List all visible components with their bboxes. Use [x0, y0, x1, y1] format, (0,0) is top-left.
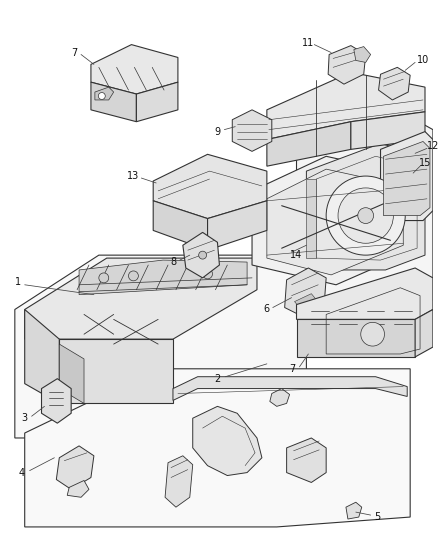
Text: 6: 6 — [264, 304, 270, 314]
Text: 3: 3 — [21, 413, 28, 423]
Polygon shape — [153, 201, 208, 250]
Polygon shape — [307, 179, 316, 258]
Polygon shape — [297, 120, 433, 310]
Polygon shape — [165, 456, 193, 507]
Circle shape — [199, 251, 207, 259]
Circle shape — [128, 271, 138, 281]
Polygon shape — [42, 378, 71, 423]
Polygon shape — [25, 310, 59, 403]
Polygon shape — [346, 502, 362, 519]
Polygon shape — [91, 82, 136, 122]
Circle shape — [361, 322, 385, 346]
Polygon shape — [183, 232, 219, 278]
Polygon shape — [285, 268, 326, 317]
Text: 13: 13 — [127, 171, 140, 181]
Polygon shape — [25, 369, 410, 527]
Polygon shape — [136, 82, 178, 122]
Text: 1: 1 — [15, 277, 21, 287]
Polygon shape — [252, 156, 415, 285]
Polygon shape — [193, 406, 262, 475]
Text: 7: 7 — [71, 47, 77, 58]
Circle shape — [203, 269, 212, 279]
Text: 14: 14 — [290, 250, 303, 260]
Polygon shape — [328, 46, 366, 84]
Polygon shape — [384, 141, 430, 216]
Text: 15: 15 — [419, 158, 431, 168]
Polygon shape — [153, 155, 267, 219]
Text: 2: 2 — [214, 374, 221, 384]
Text: 12: 12 — [427, 141, 438, 151]
Polygon shape — [286, 438, 326, 482]
Circle shape — [338, 188, 393, 243]
Polygon shape — [267, 72, 425, 140]
Text: 5: 5 — [374, 512, 381, 522]
Polygon shape — [267, 122, 351, 166]
Polygon shape — [297, 268, 433, 319]
Circle shape — [326, 176, 405, 255]
Polygon shape — [297, 319, 415, 357]
Polygon shape — [79, 260, 247, 295]
Polygon shape — [354, 46, 371, 62]
Text: 10: 10 — [417, 55, 429, 66]
Polygon shape — [267, 169, 403, 275]
Circle shape — [358, 208, 374, 223]
Polygon shape — [270, 389, 290, 406]
Circle shape — [99, 93, 105, 100]
Polygon shape — [351, 112, 425, 149]
Text: 9: 9 — [214, 126, 220, 136]
Polygon shape — [294, 294, 316, 308]
Polygon shape — [381, 132, 433, 221]
Polygon shape — [307, 143, 425, 270]
Text: 8: 8 — [170, 257, 176, 267]
Polygon shape — [95, 87, 114, 100]
Text: 11: 11 — [302, 38, 314, 47]
Polygon shape — [57, 446, 94, 489]
Polygon shape — [15, 255, 307, 438]
Polygon shape — [67, 480, 89, 497]
Polygon shape — [25, 258, 257, 339]
Polygon shape — [232, 110, 272, 151]
Text: 7: 7 — [290, 364, 296, 374]
Polygon shape — [59, 339, 173, 403]
Polygon shape — [91, 45, 178, 94]
Polygon shape — [378, 67, 410, 100]
Polygon shape — [415, 310, 433, 357]
Circle shape — [99, 273, 109, 283]
Polygon shape — [208, 201, 267, 250]
Polygon shape — [173, 377, 407, 400]
Polygon shape — [59, 344, 84, 403]
Text: 4: 4 — [19, 467, 25, 478]
